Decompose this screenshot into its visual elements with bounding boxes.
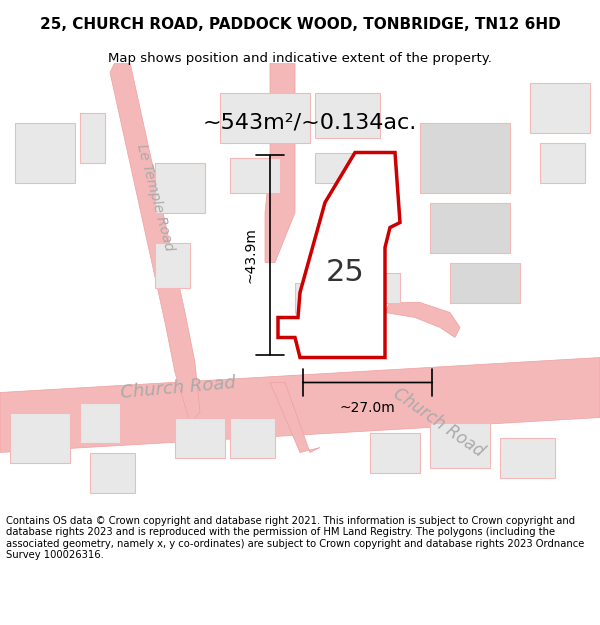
Polygon shape (315, 92, 380, 138)
Text: ~43.9m: ~43.9m (244, 227, 258, 283)
Text: Map shows position and indicative extent of the property.: Map shows position and indicative extent… (108, 51, 492, 64)
Polygon shape (10, 412, 70, 462)
Polygon shape (278, 152, 400, 358)
Polygon shape (220, 92, 310, 142)
Polygon shape (430, 202, 510, 252)
Text: ~27.0m: ~27.0m (340, 401, 395, 414)
Polygon shape (155, 242, 190, 288)
Polygon shape (295, 282, 340, 312)
Text: Church Road: Church Road (120, 374, 237, 401)
Polygon shape (230, 158, 280, 192)
Polygon shape (385, 302, 460, 338)
Text: Le Temple Road: Le Temple Road (134, 142, 176, 252)
Text: 25, CHURCH ROAD, PADDOCK WOOD, TONBRIDGE, TN12 6HD: 25, CHURCH ROAD, PADDOCK WOOD, TONBRIDGE… (40, 17, 560, 32)
Polygon shape (90, 452, 135, 493)
Text: Contains OS data © Crown copyright and database right 2021. This information is : Contains OS data © Crown copyright and d… (6, 516, 584, 561)
Polygon shape (80, 402, 120, 442)
Polygon shape (230, 418, 275, 457)
Polygon shape (315, 152, 375, 182)
Polygon shape (155, 162, 205, 212)
Polygon shape (420, 122, 510, 192)
Text: ~543m²/~0.134ac.: ~543m²/~0.134ac. (203, 112, 417, 132)
Polygon shape (175, 418, 225, 457)
Polygon shape (0, 357, 600, 452)
Polygon shape (500, 438, 555, 478)
Text: Church Road: Church Road (390, 384, 488, 461)
Polygon shape (530, 82, 590, 132)
Polygon shape (15, 122, 75, 182)
Polygon shape (370, 432, 420, 472)
Polygon shape (110, 62, 200, 423)
Polygon shape (355, 272, 400, 302)
Polygon shape (430, 422, 490, 468)
Polygon shape (540, 142, 585, 182)
Polygon shape (270, 382, 320, 452)
Text: 25: 25 (326, 258, 364, 287)
Polygon shape (80, 112, 105, 162)
Polygon shape (450, 262, 520, 302)
Polygon shape (265, 62, 295, 262)
